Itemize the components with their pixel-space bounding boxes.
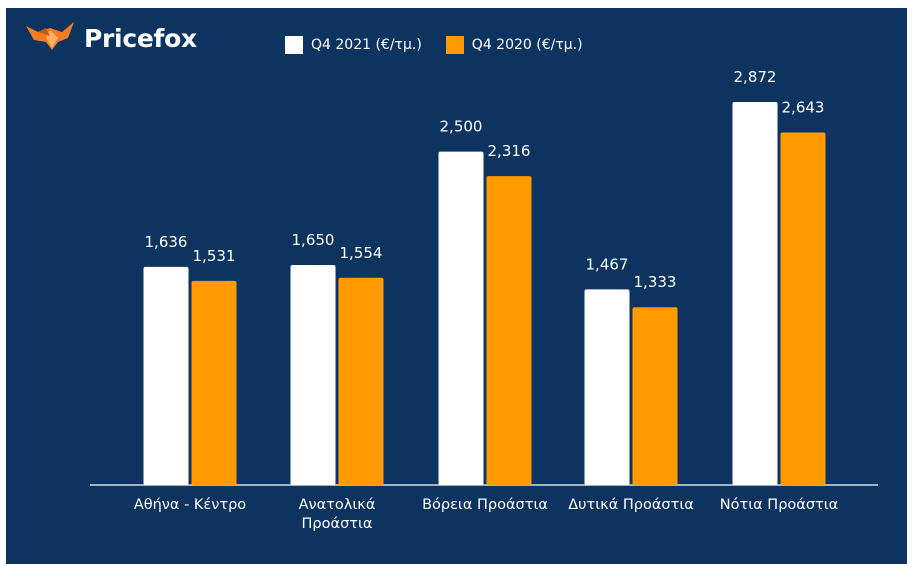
fox-icon bbox=[22, 18, 78, 59]
data-label-q4-2021-0: 1,636 bbox=[145, 233, 188, 251]
bar-q4-2021-4 bbox=[732, 102, 778, 485]
bar-q4-2021-2 bbox=[438, 151, 484, 485]
legend-label-q4-2020: Q4 2020 (€/τμ.) bbox=[471, 37, 583, 53]
bar-q4-2021-0 bbox=[143, 266, 189, 485]
data-label-q4-2021-3: 1,467 bbox=[586, 255, 629, 273]
data-label-q4-2020-2: 2,316 bbox=[488, 142, 531, 160]
legend-item-q4-2021: Q4 2021 (€/τμ.) bbox=[285, 36, 422, 54]
bar-q4-2020-2 bbox=[486, 176, 532, 485]
bar-q4-2020-1 bbox=[338, 277, 384, 485]
category-label-1-line-1: Προάστια bbox=[302, 516, 373, 532]
category-label-2: Βόρεια Προάστια bbox=[422, 497, 548, 513]
category-label-1-line-0: Ανατολικά bbox=[299, 497, 376, 513]
legend-swatch-q4-2021 bbox=[285, 36, 303, 54]
bar-q4-2020-0 bbox=[191, 280, 237, 485]
bar-q4-2020-3 bbox=[632, 307, 678, 485]
data-label-q4-2020-3: 1,333 bbox=[634, 273, 677, 291]
bar-q4-2021-3 bbox=[584, 289, 630, 485]
bar-q4-2021-1 bbox=[290, 264, 336, 485]
bar-q4-2020-4 bbox=[780, 132, 826, 486]
legend-label-q4-2021: Q4 2021 (€/τμ.) bbox=[311, 37, 422, 53]
chart-legend: Q4 2021 (€/τμ.) Q4 2020 (€/τμ.) bbox=[285, 36, 583, 54]
category-label-4: Νότια Προάστια bbox=[720, 497, 838, 513]
data-label-q4-2021-2: 2,500 bbox=[440, 118, 483, 136]
category-label-3: Δυτικά Προάστια bbox=[568, 497, 694, 513]
category-label-0: Αθήνα - Κέντρο bbox=[134, 497, 246, 513]
data-label-q4-2021-4: 2,872 bbox=[734, 68, 777, 86]
data-label-q4-2021-1: 1,650 bbox=[292, 231, 335, 249]
data-label-q4-2020-1: 1,554 bbox=[340, 244, 383, 262]
legend-item-q4-2020: Q4 2020 (€/τμ.) bbox=[445, 36, 583, 54]
brand-name: Pricefox bbox=[84, 24, 197, 53]
pricefox-logo: Pricefox bbox=[22, 18, 197, 59]
data-label-q4-2020-0: 1,531 bbox=[193, 247, 236, 265]
legend-swatch-q4-2020 bbox=[445, 36, 464, 54]
data-label-q4-2020-4: 2,643 bbox=[782, 99, 825, 117]
